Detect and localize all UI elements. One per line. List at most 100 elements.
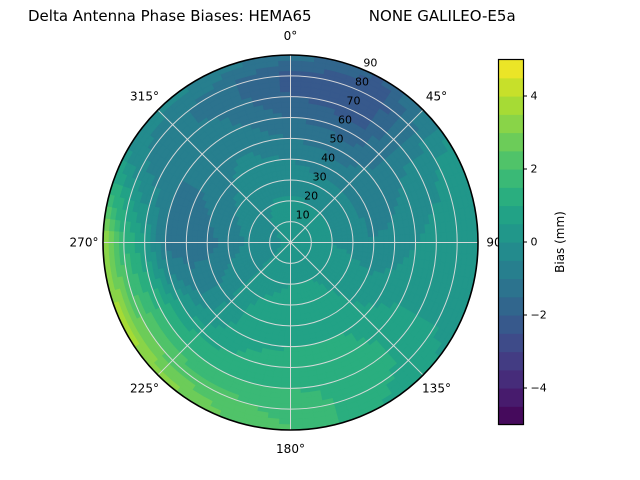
angular-tick-label: 45° <box>426 90 447 104</box>
angular-tick-label: 180° <box>276 442 305 456</box>
bias-cell <box>290 122 299 129</box>
bias-cell <box>123 231 130 243</box>
bias-cell <box>113 230 120 243</box>
bias-cell <box>191 235 198 243</box>
bias-cell <box>414 242 422 252</box>
bias-cell <box>279 75 291 82</box>
bias-cell <box>154 233 161 243</box>
colorbar-segment <box>498 205 524 225</box>
bias-cell <box>154 242 161 252</box>
bias-cell <box>144 232 151 243</box>
radial-tick-label: 30 <box>313 171 327 184</box>
bias-cell <box>196 235 203 243</box>
bias-cell <box>435 232 442 243</box>
colorbar-segment <box>498 150 524 170</box>
bias-cell <box>399 242 406 251</box>
bias-cell <box>107 242 115 255</box>
bias-cell <box>290 148 298 155</box>
bias-cell <box>139 242 146 253</box>
bias-cell <box>290 163 297 171</box>
colorbar-segment <box>498 132 524 152</box>
bias-cell <box>357 242 364 248</box>
bias-cell <box>217 237 224 243</box>
bias-cell <box>451 242 458 254</box>
bias-cell <box>211 242 219 249</box>
bias-cell <box>284 163 291 171</box>
bias-cell <box>227 242 234 248</box>
bias-cell <box>128 231 135 243</box>
colorbar-segment <box>498 296 524 316</box>
bias-cell <box>409 242 416 252</box>
bias-cell <box>290 143 298 150</box>
bias-cell <box>279 403 291 410</box>
bias-cell <box>175 234 182 243</box>
bias-cell <box>284 158 291 165</box>
radial-tick-label: 10 <box>296 209 310 222</box>
colorbar-segment <box>498 333 524 353</box>
bias-cell <box>128 242 135 254</box>
bias-cell <box>281 117 291 124</box>
bias-cell <box>290 372 300 379</box>
bias-cell <box>280 169 287 176</box>
bias-cell <box>399 234 406 243</box>
bias-cell <box>461 230 468 243</box>
colorbar-segment <box>498 388 524 407</box>
bias-cell <box>159 242 167 252</box>
colorbar-tick-label: 4 <box>531 90 538 103</box>
bias-cell <box>284 314 291 322</box>
bias-cell <box>290 299 296 306</box>
bias-cell <box>404 242 411 251</box>
bias-cell <box>336 238 343 243</box>
bias-cell <box>281 372 291 379</box>
bias-cell <box>284 320 291 327</box>
bias-cell <box>286 190 291 197</box>
bias-cell <box>383 235 390 243</box>
colorbar-tick-label: −2 <box>531 309 547 322</box>
bias-cell <box>466 242 474 255</box>
bias-cell <box>149 242 156 253</box>
bias-cell <box>378 242 385 250</box>
colorbar-segment <box>498 242 524 261</box>
bias-cell <box>290 392 302 400</box>
bias-cell <box>290 325 297 332</box>
bias-cell <box>290 320 297 327</box>
bias-cell <box>290 59 303 67</box>
bias-cell <box>290 346 299 353</box>
bias-cell <box>283 137 291 145</box>
bias-cell <box>430 242 437 253</box>
bias-cell <box>123 242 130 254</box>
bias-cell <box>280 382 291 389</box>
bias-cell <box>347 237 354 243</box>
bias-cell <box>281 111 291 119</box>
angular-tick-label: 225° <box>130 382 159 396</box>
bias-cell <box>278 59 291 67</box>
bias-cell <box>180 234 187 243</box>
bias-cell <box>294 309 301 316</box>
bias-cell <box>278 413 291 420</box>
bias-cell <box>290 91 301 98</box>
bias-cell <box>282 132 291 139</box>
bias-cell <box>409 233 416 243</box>
bias-cell <box>282 122 291 129</box>
angular-tick-label: 0° <box>284 29 298 43</box>
bias-cell <box>290 304 296 311</box>
bias-cell <box>170 242 177 251</box>
bias-cell <box>290 85 302 93</box>
bias-cell <box>133 231 141 243</box>
colorbar-segment <box>498 260 524 280</box>
colorbar-segment <box>498 77 524 97</box>
bias-cell <box>352 237 359 243</box>
bias-cell <box>170 234 177 243</box>
bias-cell <box>430 232 437 243</box>
bias-cell <box>281 361 291 368</box>
bias-cell <box>133 242 141 254</box>
bias-cell <box>290 382 301 389</box>
bias-cell <box>180 242 187 251</box>
bias-cell <box>238 242 245 247</box>
bias-cell <box>232 242 239 247</box>
radial-tick-label: 20 <box>304 190 318 203</box>
bias-cell <box>196 242 203 250</box>
colorbar-tick-label: 2 <box>531 163 538 176</box>
bias-cell <box>294 314 302 321</box>
bias-cell <box>414 233 422 243</box>
